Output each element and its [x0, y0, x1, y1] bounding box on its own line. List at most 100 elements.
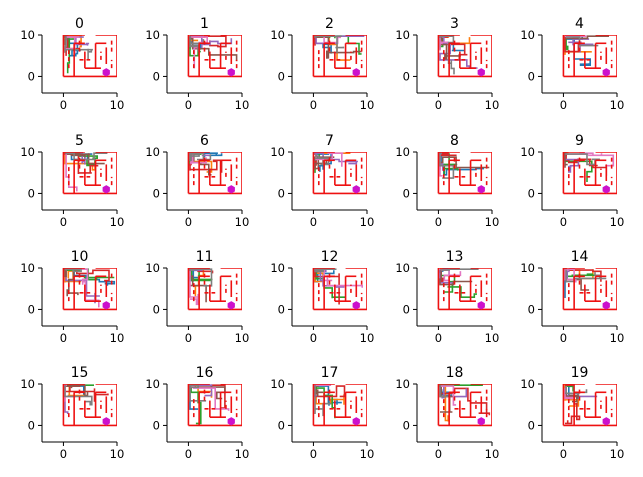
agent-path: [439, 385, 449, 398]
y-tick-label: 10: [520, 145, 535, 159]
panel-title: 14: [571, 249, 589, 265]
agent-path: [64, 36, 93, 59]
y-tick-label: 0: [28, 302, 35, 316]
panel-title: 8: [450, 133, 459, 149]
goal-marker: [102, 301, 110, 310]
y-tick-label: 0: [153, 186, 160, 200]
panel-15: 15 0 10 0 10: [20, 365, 124, 461]
x-tick-label: 0: [60, 331, 67, 345]
y-tick-label: 10: [145, 261, 160, 275]
x-tick-label: 0: [310, 447, 317, 461]
y-tick-label: 0: [528, 302, 535, 316]
x-tick-label: 0: [185, 98, 192, 112]
goal-marker: [227, 185, 235, 194]
panel-12: 12 0 10 0 10: [270, 249, 374, 345]
agent-path: [64, 152, 99, 174]
x-tick-label: 10: [610, 447, 625, 461]
goal-marker: [477, 417, 485, 426]
agent-path: [440, 385, 457, 406]
goal-marker: [352, 68, 360, 77]
y-tick-label: 0: [403, 302, 410, 316]
panel-16: 16 0 10 0 10: [145, 365, 249, 461]
panel-data: [187, 268, 242, 311]
x-tick-label: 0: [560, 215, 567, 229]
x-tick-label: 0: [435, 447, 442, 461]
goal-marker: [352, 417, 360, 426]
agent-path: [565, 154, 608, 176]
goal-marker: [352, 301, 360, 310]
agent-path: [440, 36, 468, 61]
x-tick-label: 10: [360, 331, 375, 345]
agent-path: [190, 386, 204, 425]
agent-path: [441, 268, 479, 271]
x-tick-label: 10: [110, 331, 125, 345]
x-tick-label: 0: [185, 215, 192, 229]
panel-title: 2: [325, 16, 334, 32]
panel-data: [62, 152, 117, 195]
y-tick-label: 10: [270, 28, 285, 42]
x-tick-label: 10: [110, 447, 125, 461]
goal-marker: [602, 301, 610, 310]
x-tick-label: 10: [360, 447, 375, 461]
agent-path: [189, 268, 213, 287]
agent-path: [564, 152, 568, 168]
y-tick-label: 0: [403, 186, 410, 200]
agent-path: [315, 386, 345, 405]
panel-data: [312, 35, 367, 78]
y-tick-label: 0: [278, 418, 285, 432]
panel-13: 13 0 10 0 10: [395, 249, 499, 345]
goal-marker: [477, 301, 485, 310]
x-tick-label: 0: [560, 98, 567, 112]
agent-path: [65, 268, 82, 273]
panel-data: [187, 35, 242, 78]
panel-title: 7: [325, 133, 334, 149]
panel-0: 0 0 10 0 10: [20, 16, 124, 112]
agent-path: [189, 269, 199, 306]
panel-title: 13: [446, 249, 464, 265]
y-tick-label: 10: [395, 145, 410, 159]
agent-path: [314, 152, 358, 165]
x-tick-label: 10: [485, 98, 500, 112]
y-tick-label: 0: [28, 69, 35, 83]
agent-path: [315, 154, 330, 166]
panel-title: 17: [321, 365, 339, 381]
agent-path: [566, 269, 602, 282]
goal-marker: [352, 185, 360, 194]
y-tick-label: 0: [528, 69, 535, 83]
y-tick-label: 0: [403, 418, 410, 432]
agent-path: [314, 35, 345, 53]
panel-data: [437, 152, 492, 195]
panel-7: 7 0 10 0 10: [270, 133, 374, 229]
agent-path: [65, 268, 100, 308]
agent-path: [189, 36, 205, 52]
x-tick-label: 10: [360, 215, 375, 229]
panel-3: 3 0 10 0 10: [395, 16, 499, 112]
x-tick-label: 0: [60, 447, 67, 461]
panel-title: 5: [75, 133, 84, 149]
panel-data: [562, 35, 617, 78]
panel-17: 17 0 10 0 10: [270, 365, 374, 461]
x-tick-label: 10: [235, 98, 250, 112]
y-tick-label: 0: [153, 418, 160, 432]
y-tick-label: 0: [528, 418, 535, 432]
agent-path: [441, 269, 462, 282]
agent-path: [189, 384, 207, 402]
agent-path: [66, 384, 89, 397]
y-tick-label: 0: [153, 69, 160, 83]
y-tick-label: 0: [278, 302, 285, 316]
panel-10: 10 0 10 0 10: [20, 249, 124, 345]
y-tick-label: 0: [403, 69, 410, 83]
agent-path: [564, 386, 574, 400]
agent-path: [65, 270, 100, 304]
goal-marker: [602, 68, 610, 77]
panel-title: 1: [200, 16, 209, 32]
goal-marker: [102, 68, 110, 77]
y-tick-label: 0: [153, 302, 160, 316]
x-tick-label: 0: [435, 98, 442, 112]
panel-data: [62, 268, 117, 311]
panel-14: 14 0 10 0 10: [520, 249, 624, 345]
y-tick-label: 10: [270, 377, 285, 391]
panel-11: 11 0 10 0 10: [145, 249, 249, 345]
agent-path: [65, 152, 108, 161]
